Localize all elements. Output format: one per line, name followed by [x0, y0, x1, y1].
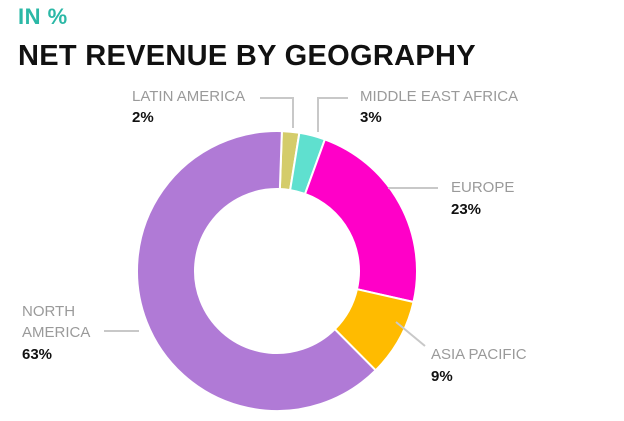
leader-line-asia-pacific [395, 321, 426, 347]
slice-value-europe: 23% [451, 201, 481, 218]
slice-labels: LATIN AMERICA 2% MIDDLE EAST AFRICA 3% EUROP… [22, 88, 527, 385]
slice-value-middle-east-africa: 3% [360, 109, 382, 126]
donut-slices [136, 130, 418, 412]
slice-label-middle-east-africa: MIDDLE EAST AFRICA [360, 88, 518, 105]
leader-lines [104, 97, 438, 347]
slice-north-america [136, 130, 378, 412]
slice-label-latin-america: LATIN AMERICA [132, 88, 245, 105]
slice-europe [303, 138, 418, 304]
slice-label-north-america: NORTH AMERICA [22, 303, 90, 341]
leader-line-middle-east-africa [317, 97, 348, 132]
slice-value-asia-pacific: 9% [431, 368, 453, 385]
slice-value-latin-america: 2% [132, 109, 154, 126]
leader-line-latin-america [260, 97, 294, 128]
slice-value-north-america: 63% [22, 346, 52, 363]
chart-title: NET REVENUE BY GEOGRAPHY [18, 40, 476, 72]
unit-label: IN % [18, 4, 68, 29]
slice-label-asia-pacific: ASIA PACIFIC [431, 346, 527, 363]
slice-label-europe: EUROPE [451, 179, 514, 196]
